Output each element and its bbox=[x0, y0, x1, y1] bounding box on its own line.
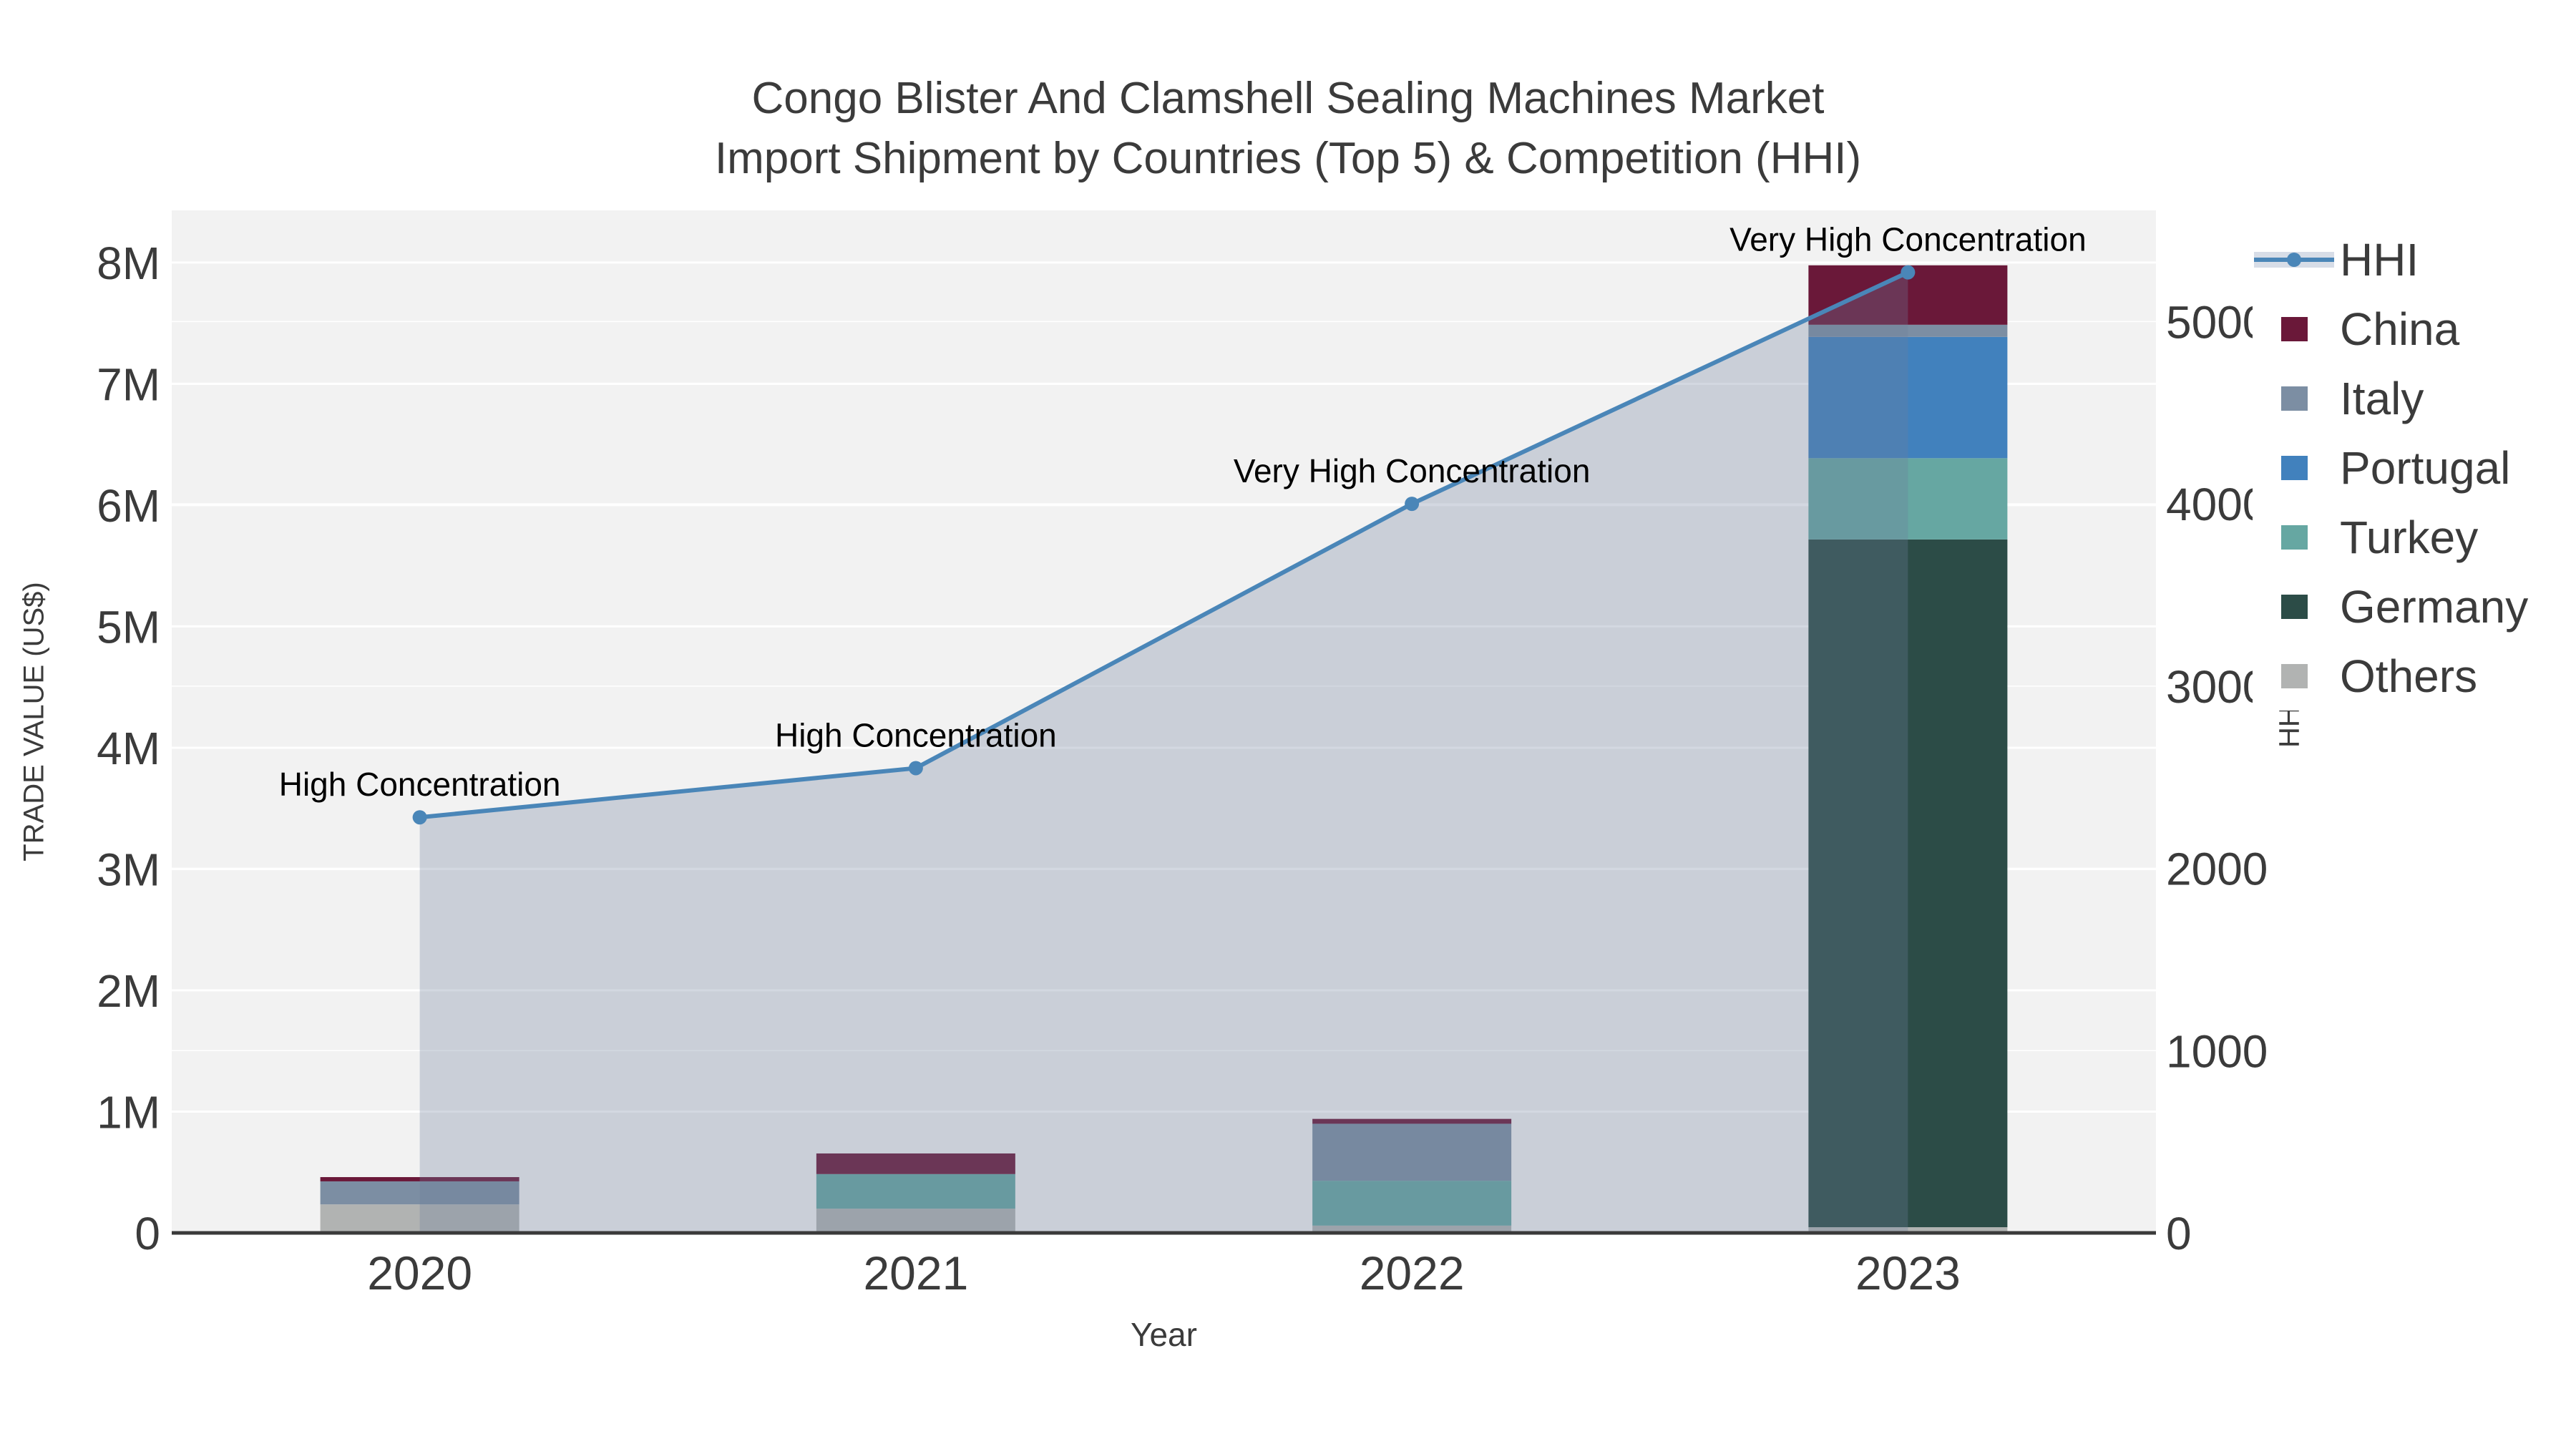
bar-segment-italy-2023[interactable] bbox=[1808, 324, 2008, 337]
annotation-label-2020: High Concentration bbox=[279, 766, 561, 803]
hhi-area bbox=[419, 272, 1908, 1233]
legend: HHI China Italy Portugal Turkey Germany Others bbox=[2253, 225, 2572, 711]
legend-swatch-icon bbox=[2253, 525, 2336, 550]
legend-label: China bbox=[2340, 303, 2460, 355]
legend-item-turkey[interactable]: Turkey bbox=[2253, 502, 2572, 572]
legend-item-china[interactable]: China bbox=[2253, 294, 2572, 364]
y2-tick-label: 3000 bbox=[2166, 661, 2268, 713]
annotation-label-2023: Very High Concentration bbox=[1729, 221, 2087, 258]
bar-segment-turkey-2022[interactable] bbox=[1312, 1181, 1512, 1226]
y-tick-label: 4M bbox=[97, 723, 160, 774]
x-tick-label-2021: 2021 bbox=[863, 1246, 968, 1299]
legend-label: Portugal bbox=[2340, 441, 2511, 494]
bar-segment-others-2023[interactable] bbox=[1808, 1227, 2008, 1233]
y-tick-label: 5M bbox=[97, 601, 160, 653]
x-axis-title: Year bbox=[1131, 1316, 1197, 1353]
legend-label: Germany bbox=[2340, 580, 2529, 633]
legend-item-italy[interactable]: Italy bbox=[2253, 364, 2572, 433]
bar-segment-others-2020[interactable] bbox=[320, 1204, 519, 1233]
bar-segment-china-2021[interactable] bbox=[816, 1153, 1015, 1174]
bar-segment-turkey-2021[interactable] bbox=[816, 1174, 1015, 1209]
legend-item-hhi[interactable]: HHI bbox=[2253, 225, 2572, 294]
bar-segment-others-2022[interactable] bbox=[1312, 1225, 1512, 1233]
legend-swatch-icon bbox=[2253, 316, 2336, 341]
chart-title-line1: Congo Blister And Clamshell Sealing Mach… bbox=[751, 74, 1825, 123]
legend-label: Italy bbox=[2340, 372, 2424, 424]
bar-segment-turkey-2023[interactable] bbox=[1808, 458, 2008, 540]
bar-segment-italy-2022[interactable] bbox=[1312, 1123, 1512, 1181]
x-tick-label-2020: 2020 bbox=[367, 1246, 472, 1299]
y-axis-title: TRADE VALUE (US$) bbox=[18, 582, 50, 862]
legend-label: Others bbox=[2340, 650, 2478, 702]
annotation-label-2021: High Concentration bbox=[775, 716, 1057, 753]
y-tick-label: 0 bbox=[135, 1208, 160, 1259]
y2-tick-label: 4000 bbox=[2166, 479, 2268, 530]
legend-swatch-icon bbox=[2253, 386, 2336, 411]
bar-segment-others-2021[interactable] bbox=[816, 1209, 1015, 1233]
y2-tick-label: 2000 bbox=[2166, 844, 2268, 895]
y-tick-label: 2M bbox=[97, 965, 160, 1017]
legend-swatch-icon bbox=[2253, 663, 2336, 688]
x-tick-label-2022: 2022 bbox=[1360, 1246, 1465, 1299]
bar-segment-china-2020[interactable] bbox=[320, 1177, 519, 1181]
legend-item-germany[interactable]: Germany bbox=[2253, 572, 2572, 641]
y-tick-label: 6M bbox=[97, 480, 160, 532]
y-tick-label: 7M bbox=[97, 358, 160, 410]
hhi-marker-2021[interactable] bbox=[908, 761, 923, 776]
hhi-marker-2022[interactable] bbox=[1405, 497, 1420, 512]
bar-segment-china-2022[interactable] bbox=[1312, 1118, 1512, 1124]
y2-tick-label: 5000 bbox=[2166, 296, 2268, 348]
y-tick-label: 3M bbox=[97, 844, 160, 895]
x-tick-label-2023: 2023 bbox=[1855, 1246, 1961, 1299]
y-tick-label: 8M bbox=[97, 238, 160, 289]
legend-label: HHI bbox=[2340, 233, 2419, 286]
hhi-line-legend-icon bbox=[2253, 245, 2336, 274]
bar-segment-germany-2023[interactable] bbox=[1808, 539, 2008, 1228]
y2-tick-label: 1000 bbox=[2166, 1025, 2268, 1077]
annotation-label-2022: Very High Concentration bbox=[1234, 452, 1591, 489]
y2-tick-label: 0 bbox=[2166, 1208, 2192, 1259]
legend-swatch-icon bbox=[2253, 594, 2336, 619]
legend-swatch-icon bbox=[2253, 455, 2336, 480]
bar-segment-italy-2020[interactable] bbox=[320, 1181, 519, 1205]
y-tick-label: 1M bbox=[97, 1086, 160, 1138]
chart-title: Congo Blister And Clamshell Sealing Mach… bbox=[0, 69, 2576, 189]
legend-item-others[interactable]: Others bbox=[2253, 641, 2572, 711]
bar-segment-portugal-2023[interactable] bbox=[1808, 336, 2008, 459]
hhi-marker-2020[interactable] bbox=[412, 810, 427, 825]
legend-label: Turkey bbox=[2340, 511, 2479, 563]
hhi-line[interactable] bbox=[419, 270, 1909, 820]
legend-item-portugal[interactable]: Portugal bbox=[2253, 433, 2572, 502]
hhi-marker-2023[interactable] bbox=[1901, 265, 1916, 280]
chart-title-line2: Import Shipment by Countries (Top 5) & C… bbox=[714, 134, 1862, 183]
